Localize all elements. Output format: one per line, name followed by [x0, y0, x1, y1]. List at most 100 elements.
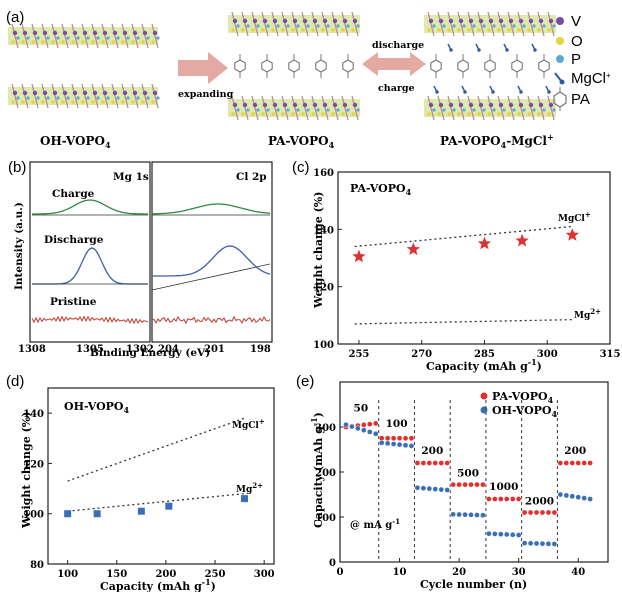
cycle-point — [521, 509, 528, 516]
pa-molecule — [484, 59, 496, 73]
charge-row-label: Charge — [52, 188, 95, 200]
vanadium-atom — [102, 30, 108, 36]
phosphorus-atom — [336, 108, 340, 112]
vanadium-atom — [428, 102, 434, 108]
rate-label: 200 — [421, 445, 443, 457]
phosphorus-atom — [276, 24, 280, 28]
y-tick-label: 200 — [315, 468, 336, 479]
cycle-point — [480, 512, 486, 519]
cycle-point — [432, 460, 439, 466]
oxygen-atom — [341, 28, 345, 32]
y-tick-label: 140 — [23, 409, 44, 420]
panel-e: (e) Capacity (mAh g-1) Cycle number (n) … — [296, 373, 609, 591]
vanadium-atom — [232, 18, 238, 24]
phosphorus-atom — [136, 36, 140, 40]
phosphorus-atom — [326, 108, 330, 112]
vopo-layer — [8, 23, 160, 49]
bond — [271, 11, 279, 37]
vanadium-atom — [242, 102, 248, 108]
phosphorus-atom — [26, 96, 30, 100]
legend-p: P — [571, 51, 581, 68]
phosphorus-atom — [346, 108, 350, 112]
phosphorus-atom — [356, 24, 360, 28]
phosphorus-atom — [472, 24, 476, 28]
phosphorus-atom — [512, 24, 516, 28]
oxygen-atom — [537, 28, 541, 32]
cycle-point — [426, 485, 433, 492]
phosphorus-atom — [442, 108, 446, 112]
oxygen-atom — [321, 112, 325, 116]
vanadium-atom — [52, 90, 58, 96]
panel-c-title: PA-VOPO4 — [350, 182, 412, 197]
phosphorus-atom — [296, 24, 300, 28]
bond — [291, 95, 299, 121]
phosphorus-atom — [246, 108, 250, 112]
bond — [21, 23, 29, 49]
bond — [507, 95, 515, 121]
rate-label: 100 — [386, 418, 408, 430]
cl2p-frame — [151, 161, 273, 343]
panel-c-label: (c) — [292, 159, 310, 176]
mg1s-charge-curve — [32, 199, 148, 215]
phosphorus-atom — [452, 24, 456, 28]
oxygen-atom — [121, 40, 125, 44]
bond — [351, 95, 359, 121]
phosphorus-atom — [542, 108, 546, 112]
pa-molecule — [315, 59, 327, 73]
vanadium-atom — [428, 18, 434, 24]
phosphorus-atom — [86, 36, 90, 40]
bond — [111, 23, 119, 49]
phosphorus-atom — [452, 108, 456, 112]
cycle-point — [450, 481, 457, 488]
y-tick-label: 100 — [313, 340, 334, 351]
data-point-star — [477, 236, 492, 250]
cycle-point — [366, 429, 373, 435]
cycle-point — [539, 540, 546, 547]
panel-c-frame — [337, 171, 611, 345]
oxygen-atom — [281, 112, 285, 116]
cycle-point — [581, 460, 588, 466]
data-point-star — [515, 233, 529, 247]
bond — [477, 11, 485, 37]
mgcl-ion-head — [449, 48, 453, 52]
bond — [321, 11, 329, 37]
panel-d-frame — [47, 387, 275, 565]
mgcl-ion-head — [463, 90, 467, 94]
phosphorus-atom — [306, 24, 310, 28]
phosphorus-atom — [56, 96, 60, 100]
vanadium-atom — [302, 102, 308, 108]
cycle-point — [408, 443, 415, 449]
cl2p-charge-curve — [151, 203, 271, 215]
panel-b-label: (b) — [8, 159, 26, 176]
vanadium-atom — [42, 30, 48, 36]
bond — [437, 11, 445, 37]
rate-label: 500 — [457, 468, 479, 480]
bond — [81, 23, 89, 49]
bond — [241, 11, 249, 37]
phosphorus-atom — [156, 96, 160, 100]
phosphorus-atom — [56, 36, 60, 40]
bond — [141, 83, 149, 109]
oxygen-atom — [331, 28, 335, 32]
cycle-point — [515, 532, 522, 538]
cycle-point — [420, 460, 427, 466]
vanadium-atom — [132, 90, 138, 96]
discharge-row-label: Discharge — [44, 234, 104, 246]
cycle-point — [480, 481, 486, 488]
vanadium-atom — [352, 18, 358, 24]
phosphorus-atom — [502, 108, 506, 112]
cycle-point — [527, 540, 534, 547]
oxygen-atom — [457, 112, 461, 116]
cl2p-discharge-baseline — [151, 263, 271, 291]
oxygen-atom — [11, 40, 15, 44]
intensity-axis-label: Intensity (a.u.) — [13, 202, 25, 290]
oxygen-atom — [311, 112, 315, 116]
bond — [151, 83, 159, 109]
panel-b: (b) Mg 1s Cl 2p Charge Discharge Pristin… — [8, 159, 273, 359]
bond — [31, 83, 39, 109]
layer-band — [424, 99, 556, 117]
phosphorus-atom — [522, 108, 526, 112]
vanadium-atom — [62, 90, 68, 96]
vanadium-atom — [232, 102, 238, 108]
cycle-point — [486, 530, 492, 537]
